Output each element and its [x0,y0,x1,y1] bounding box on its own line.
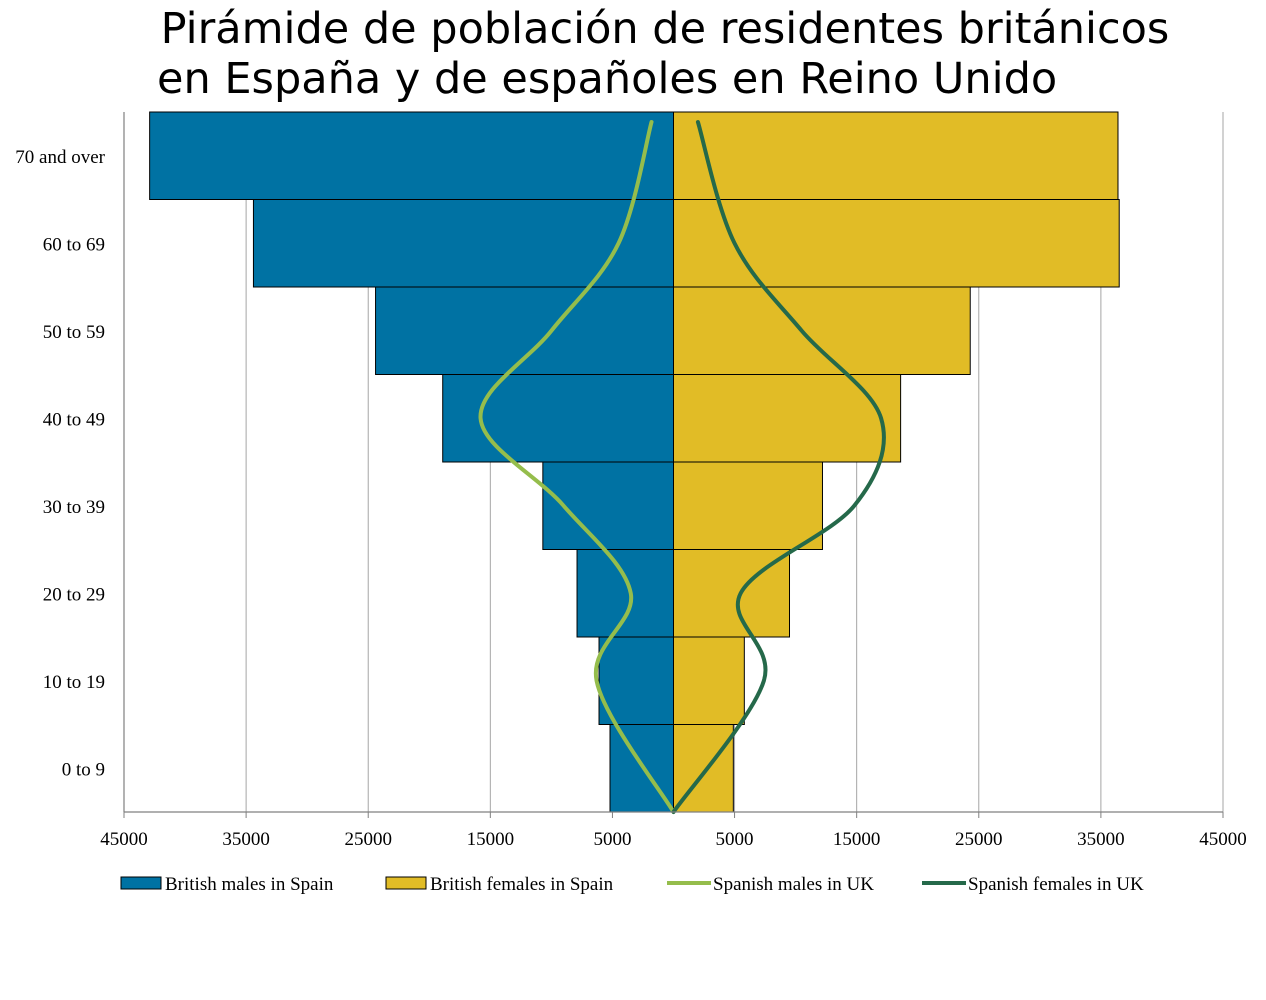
legend-swatch [120,876,162,890]
bar-right [673,286,971,375]
x-tick-label: 5000 [716,829,754,850]
legend-label: Spanish females in UK [968,874,1144,895]
bar-right [673,636,745,725]
bar-left [149,111,675,200]
bar-right [673,374,902,463]
bars [149,111,1120,813]
category-label: 40 to 49 [43,409,105,430]
chart-title-line-2: en España y de españoles en Reino Unido [157,54,1058,104]
bar-left [598,636,674,725]
series-lines [478,120,886,814]
category-label: 30 to 39 [43,497,105,518]
category-label: 60 to 69 [43,234,105,255]
legend-label: British females in Spain [430,874,614,895]
x-tick-label: 15000 [467,829,515,850]
x-tick-label: 25000 [344,829,392,850]
category-label: 20 to 29 [43,584,105,605]
legend-label: British males in Spain [165,874,334,895]
bar-right [673,461,823,550]
bar-left [252,199,674,288]
x-tick-label: 25000 [955,829,1003,850]
legend: British males in Spain British females in… [120,874,1144,895]
x-tick-label: 45000 [100,829,148,850]
x-tick-label: 35000 [1077,829,1125,850]
series-line-left [478,120,676,814]
x-tick-label: 15000 [833,829,881,850]
legend-swatch [385,876,427,890]
x-tick-label: 5000 [593,829,631,850]
category-label: 70 and over [15,147,105,168]
bar-left [375,286,674,375]
x-tick-label: 35000 [222,829,270,850]
x-tick-label: 45000 [1199,829,1247,850]
chart-title-line-1: Pirámide de población de residentes brit… [160,4,1170,54]
legend-label: Spanish males in UK [713,874,874,895]
bar-left [576,549,675,638]
category-label: 0 to 9 [62,759,105,780]
axes: 45000 35000 25000 15000 5000 5000 15000 25000 35… [15,112,1247,850]
bar-left [442,374,674,463]
bar-right [673,199,1120,288]
category-label: 10 to 19 [43,672,105,693]
category-label: 50 to 59 [43,322,105,343]
bar-right [673,111,1119,200]
series-line-right [671,120,886,814]
